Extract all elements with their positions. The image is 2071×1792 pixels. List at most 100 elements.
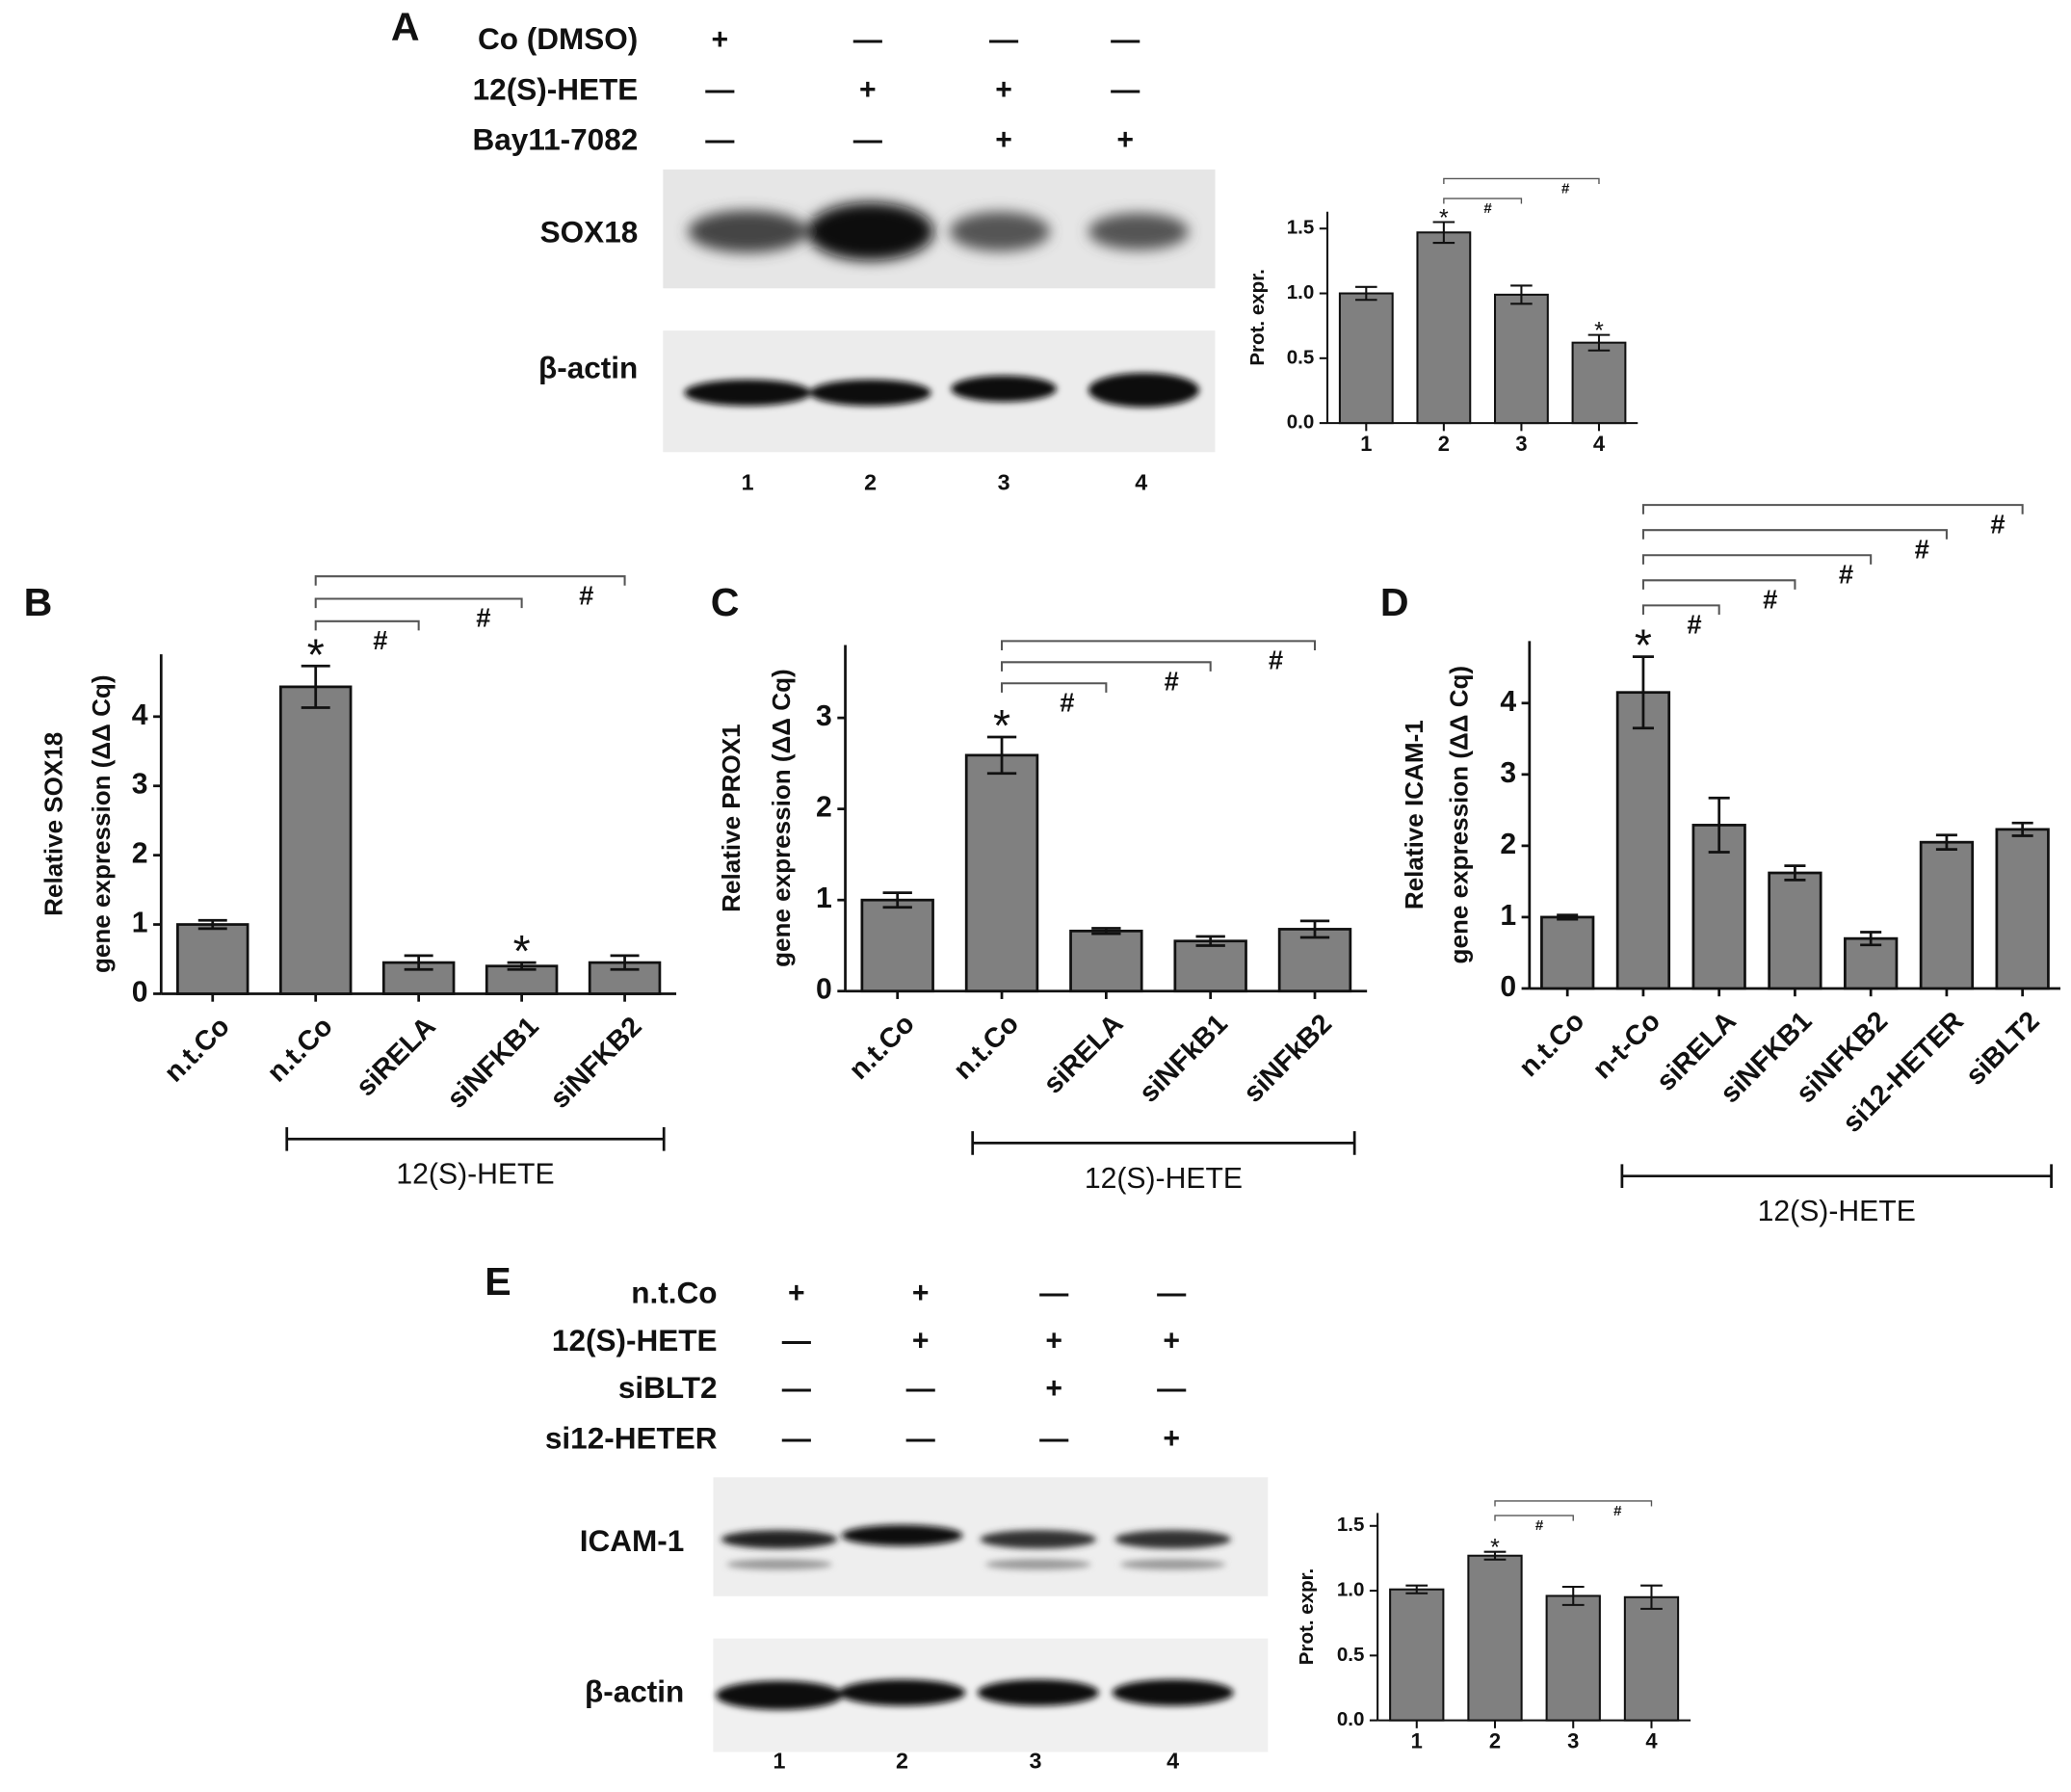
protein-label: ICAM-1 xyxy=(580,1523,685,1558)
significance-hash: # xyxy=(1165,666,1179,696)
y-axis-label: Relative PROX1 xyxy=(717,724,746,911)
error-bar xyxy=(301,664,330,709)
condition-sign: + xyxy=(1045,1373,1062,1405)
significance-bracket xyxy=(1001,640,1317,650)
significance-hash: # xyxy=(1535,1517,1544,1534)
x-tick-label: 1 xyxy=(1360,432,1372,456)
lane-label: 2 xyxy=(896,1749,908,1774)
y-tick-label: 3 xyxy=(816,700,832,732)
significance-hash: # xyxy=(1269,646,1283,675)
y-tick-label: 1 xyxy=(1500,900,1516,932)
error-bar xyxy=(1299,919,1330,939)
lane-label: 3 xyxy=(1030,1749,1042,1774)
y-axis-label: gene expression (ΔΔ Cq) xyxy=(1444,666,1473,964)
y-tick-label: 3 xyxy=(1500,757,1516,789)
error-bar xyxy=(1355,285,1377,302)
condition-label: siBLT2 xyxy=(618,1370,718,1405)
error-bar xyxy=(1860,931,1882,947)
band xyxy=(684,379,811,407)
band xyxy=(1088,373,1200,408)
group-label: 12(S)-HETE xyxy=(1085,1163,1243,1195)
significance-bracket xyxy=(314,619,420,631)
y-tick-label: 1 xyxy=(816,883,832,914)
condition-sign: + xyxy=(1045,1325,1062,1357)
error-bar xyxy=(1784,864,1806,882)
bar xyxy=(1069,929,1143,993)
error-bar xyxy=(1640,1584,1663,1610)
y-tick-label: 4 xyxy=(1500,686,1516,718)
bar xyxy=(964,753,1039,993)
significance-bracket xyxy=(1001,682,1108,693)
condition-sign: — xyxy=(1039,1278,1069,1309)
significance-bracket xyxy=(1001,661,1212,672)
lane-label: 2 xyxy=(864,469,877,494)
significance-hash: # xyxy=(476,603,490,633)
significance-asterisk: * xyxy=(1635,620,1652,671)
condition-sign: + xyxy=(1163,1325,1180,1357)
error-bar xyxy=(404,954,433,971)
y-axis-label: Relative ICAM-1 xyxy=(1400,720,1429,909)
y-tick-label: 0.5 xyxy=(1287,346,1315,368)
condition-sign: — xyxy=(853,124,883,156)
band xyxy=(806,202,934,261)
error-bar xyxy=(1557,913,1579,921)
condition-label: 12(S)-HETE xyxy=(552,1323,718,1357)
y-tick-label: 0.0 xyxy=(1337,1708,1365,1730)
significance-asterisk: * xyxy=(513,926,531,976)
protein-label: β-actin xyxy=(585,1674,684,1709)
y-tick-label: 0.5 xyxy=(1337,1644,1365,1666)
significance-bracket xyxy=(1641,504,2024,514)
error-bar xyxy=(1935,833,1957,851)
y-axis-label: Relative SOX18 xyxy=(39,732,67,916)
condition-sign: — xyxy=(906,1373,936,1405)
lane-label: 4 xyxy=(1167,1749,1179,1774)
group-label: 12(S)-HETE xyxy=(396,1159,554,1191)
bar xyxy=(1416,231,1472,425)
band xyxy=(726,1559,832,1570)
band xyxy=(984,1559,1091,1570)
condition-label: Bay11-7082 xyxy=(473,121,639,156)
condition-sign: — xyxy=(1111,24,1140,56)
error-bar xyxy=(2011,821,2033,837)
significance-asterisk: * xyxy=(1439,204,1449,231)
condition-sign: — xyxy=(1157,1278,1187,1309)
significance-bracket xyxy=(1641,604,1720,615)
y-tick-label: 0 xyxy=(1500,971,1516,1003)
significance-asterisk: * xyxy=(1594,317,1604,344)
error-bar xyxy=(1510,284,1533,305)
significance-bracket xyxy=(314,575,626,586)
condition-label: 12(S)-HETE xyxy=(473,71,639,106)
error-bar xyxy=(507,961,537,971)
y-axis-label: gene expression (ΔΔ Cq) xyxy=(87,674,116,973)
bar xyxy=(1615,691,1671,990)
significance-hash: # xyxy=(1839,559,1853,589)
y-tick-label: 2 xyxy=(1500,829,1516,860)
condition-sign: + xyxy=(912,1278,930,1309)
significance-hash: # xyxy=(1561,180,1570,197)
error-bar xyxy=(882,891,912,909)
bar xyxy=(1338,292,1394,425)
x-tick-label: 2 xyxy=(1489,1729,1501,1753)
error-bar xyxy=(1195,935,1225,947)
error-bar xyxy=(197,918,227,931)
y-tick-label: 1.5 xyxy=(1337,1514,1365,1536)
error-bar xyxy=(1405,1584,1429,1594)
x-tick-label: 3 xyxy=(1515,432,1527,456)
error-bar xyxy=(1091,927,1121,936)
y-tick-label: 1.5 xyxy=(1287,217,1315,239)
lane-label: 1 xyxy=(742,469,754,494)
panel-label: A xyxy=(391,4,420,48)
band xyxy=(1088,213,1190,250)
condition-sign: + xyxy=(859,74,877,106)
condition-label: n.t.Co xyxy=(631,1275,717,1309)
bar xyxy=(1494,293,1549,425)
condition-sign: — xyxy=(1157,1373,1187,1405)
significance-hash: # xyxy=(1687,610,1701,640)
blot-bands xyxy=(716,1524,1234,1710)
significance-bracket xyxy=(1494,1500,1653,1507)
condition-sign: + xyxy=(1163,1423,1180,1455)
protein-label: SOX18 xyxy=(540,214,639,249)
lane-label: 1 xyxy=(773,1749,786,1774)
x-tick-label: 4 xyxy=(1645,1729,1658,1753)
